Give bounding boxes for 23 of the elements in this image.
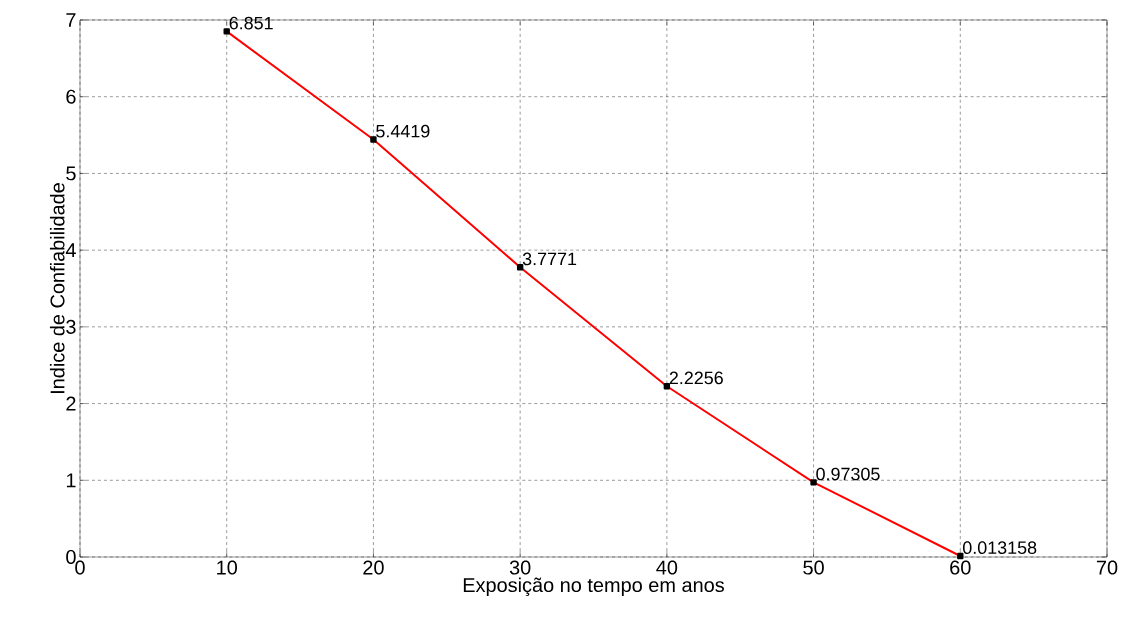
x-axis-title: Exposição no tempo em anos [463,577,724,597]
data-label: 0.97305 [816,467,880,481]
x-tick-label: 70 [1096,560,1118,575]
x-tick-label: 30 [509,560,531,575]
data-label: 5.4419 [376,124,430,138]
x-tick-label: 40 [656,560,678,575]
y-tick-label: 7 [66,13,76,27]
y-axis-title: Indice de Confiabilidade [49,183,65,393]
data-label: 3.7771 [522,252,577,266]
x-tick-label: 10 [217,560,238,575]
y-tick-label: 0 [66,549,76,565]
y-tick-label: 5 [66,166,76,181]
data-label: 0.013158 [962,541,1037,554]
x-tick-label: 20 [363,560,384,575]
data-label: 6.851 [229,16,273,30]
y-tick-label: 2 [66,396,76,411]
y-tick-label: 4 [65,243,76,257]
x-tick-label: 50 [803,560,824,575]
y-tick-label: 1 [66,473,76,488]
x-tick-label: 60 [950,560,971,575]
y-tick-label: 3 [66,319,76,334]
y-tick-label: 6 [66,89,76,104]
data-label: 2.2256 [669,371,723,385]
